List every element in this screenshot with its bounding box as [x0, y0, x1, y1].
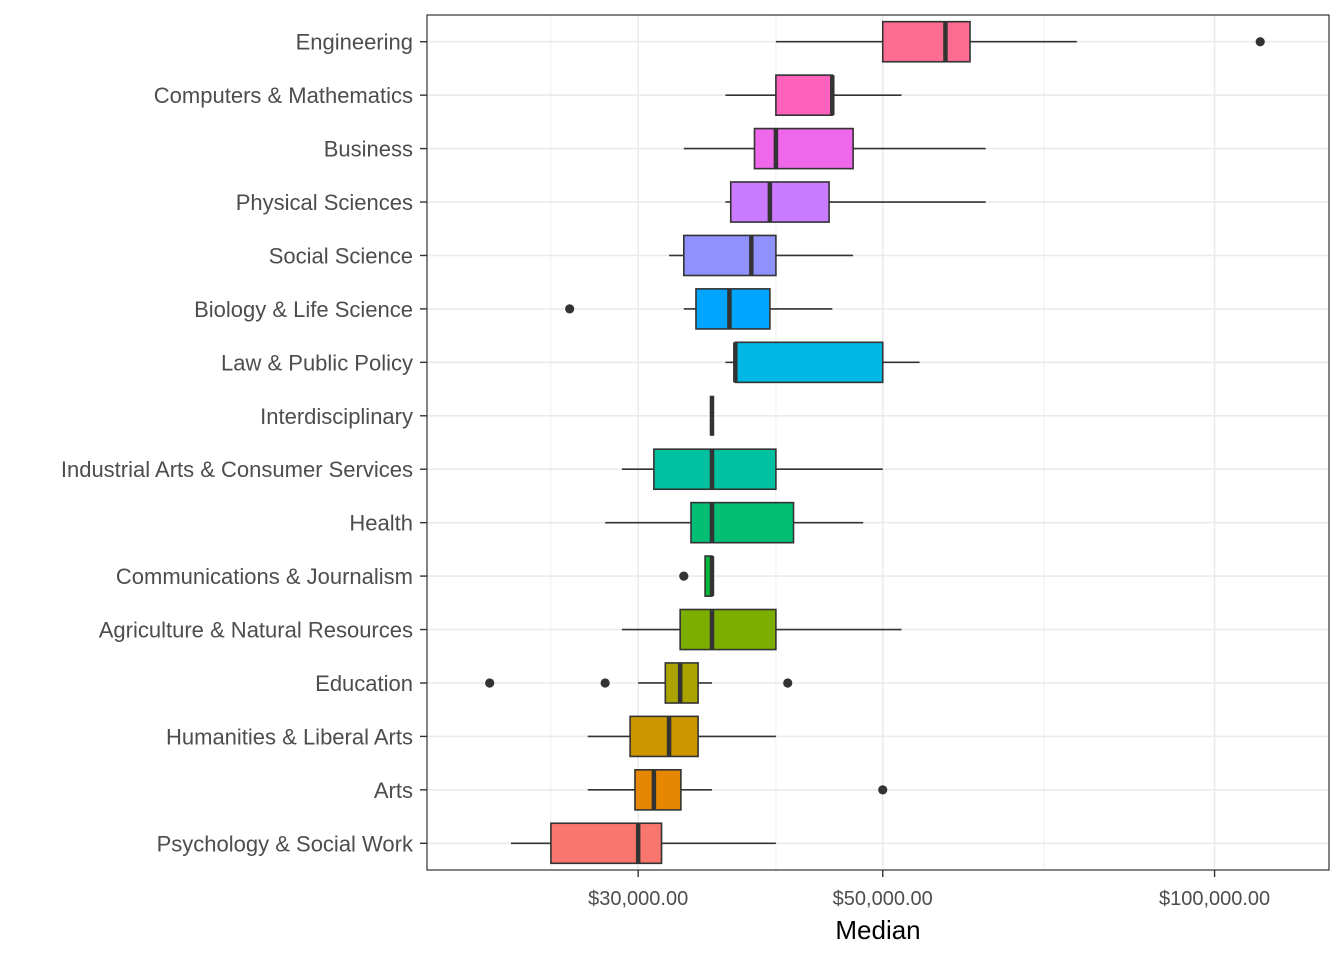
box-agriculture-natural-resources — [621, 608, 902, 651]
x-tick-label: $30,000.00 — [588, 888, 688, 910]
box-physical-sciences — [725, 181, 986, 223]
x-tick-label: $100,000.00 — [1159, 888, 1270, 910]
box-communications-journalism — [679, 555, 715, 597]
y-tick-label: Engineering — [296, 30, 413, 55]
y-tick-label: Social Science — [269, 243, 413, 268]
y-tick-label: Education — [315, 671, 413, 696]
box-computers-mathematics — [725, 74, 902, 116]
box-iqr — [679, 608, 777, 651]
box-iqr — [734, 341, 884, 384]
box-iqr — [775, 74, 834, 116]
y-tick-label: Industrial Arts & Consumer Services — [61, 457, 413, 482]
box-iqr — [753, 127, 854, 170]
y-tick-label: Psychology & Social Work — [157, 831, 414, 856]
box-iqr — [653, 448, 777, 491]
y-axis: Engineering Computers & Mathematics Busine… — [61, 30, 427, 856]
panel-border — [426, 14, 1330, 871]
box-iqr — [629, 715, 699, 758]
y-tick-label: Interdisciplinary — [260, 404, 413, 429]
box-humanities-liberal-arts — [587, 715, 776, 758]
x-axis-title: Median — [835, 915, 920, 945]
box-layer — [485, 20, 1265, 865]
outlier-point — [878, 785, 888, 795]
outlier-point — [485, 678, 495, 688]
y-tick-label: Health — [349, 511, 413, 536]
x-tick-label: $50,000.00 — [833, 888, 933, 910]
box-iqr — [695, 288, 771, 330]
x-axis: $30,000.00 $50,000.00 $100,000.00 — [588, 870, 1270, 910]
y-tick-label: Arts — [374, 778, 413, 803]
box-psychology-social-work — [510, 822, 776, 865]
outlier-point — [1255, 37, 1265, 47]
y-tick-label: Biology & Life Science — [194, 297, 413, 322]
box-industrial-arts-consumer-services — [621, 448, 883, 491]
box-arts — [587, 769, 888, 811]
y-tick-label: Communications & Journalism — [116, 564, 413, 589]
box-health — [605, 501, 864, 544]
y-tick-label: Physical Sciences — [236, 190, 413, 215]
outlier-point — [783, 678, 793, 688]
box-engineering — [775, 20, 1265, 63]
y-tick-label: Computers & Mathematics — [154, 83, 413, 108]
y-tick-label: Law & Public Policy — [221, 350, 413, 375]
box-law-public-policy — [725, 341, 920, 384]
box-iqr — [729, 181, 830, 223]
box-iqr — [634, 769, 682, 811]
box-iqr — [690, 501, 795, 544]
box-iqr — [550, 822, 663, 865]
box-social-science — [669, 234, 854, 277]
box-iqr — [683, 234, 777, 277]
box-business — [683, 127, 986, 170]
y-tick-label: Humanities & Liberal Arts — [166, 724, 413, 749]
y-tick-label: Business — [324, 137, 413, 162]
box-education — [485, 662, 793, 704]
outlier-point — [565, 304, 575, 314]
box-iqr — [881, 20, 971, 63]
outlier-point — [679, 571, 689, 581]
outlier-point — [600, 678, 610, 688]
grid-layer — [427, 15, 1329, 870]
y-tick-label: Agriculture & Natural Resources — [99, 618, 413, 643]
box-biology-life-science — [565, 288, 833, 330]
